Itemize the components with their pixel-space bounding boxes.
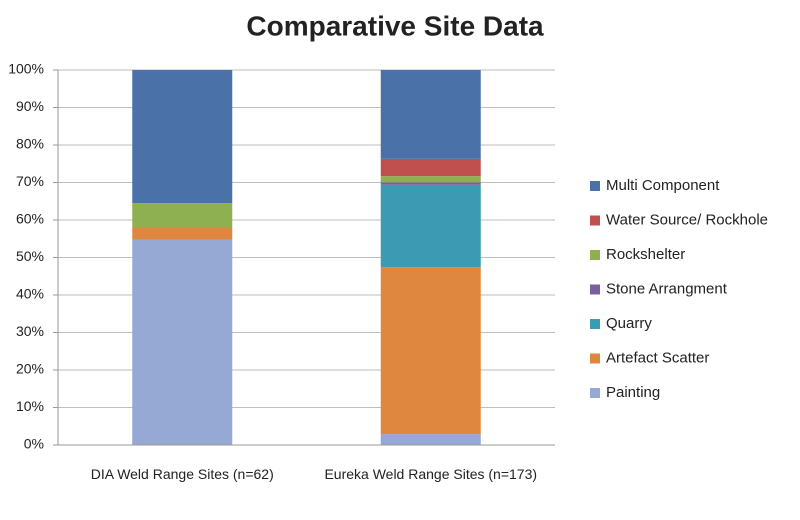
legend-label: Stone Arrangment — [606, 280, 728, 297]
y-tick-label: 40% — [16, 286, 44, 302]
bar-segment — [380, 182, 481, 185]
y-tick-label: 80% — [16, 136, 44, 152]
bar-segment — [380, 434, 481, 445]
legend-swatch — [590, 319, 600, 329]
legend-swatch — [590, 181, 600, 191]
x-tick-label: DIA Weld Range Sites (n=62) — [90, 466, 274, 482]
x-tick-label: Eureka Weld Range Sites (n=173) — [324, 466, 538, 482]
legend-swatch — [590, 388, 600, 398]
bar-segment — [380, 184, 481, 268]
y-tick-label: 90% — [16, 98, 44, 114]
legend-label: Water Source/ Rockhole — [606, 211, 768, 228]
legend-swatch — [590, 215, 600, 226]
y-tick-label: 100% — [8, 61, 44, 77]
legend-label: Multi Component — [606, 177, 720, 194]
legend-swatch — [590, 284, 600, 295]
bar-segment — [132, 227, 233, 240]
bar-segment — [380, 70, 481, 159]
y-tick-label: 50% — [16, 248, 44, 264]
y-tick-label: 0% — [24, 436, 44, 452]
legend-swatch — [590, 353, 600, 364]
legend-label: Artefact Scatter — [606, 349, 709, 366]
y-tick-label: 70% — [16, 173, 44, 189]
y-tick-label: 60% — [16, 211, 44, 227]
y-tick-label: 20% — [16, 361, 44, 377]
legend-swatch — [590, 250, 600, 260]
y-tick-label: 10% — [16, 398, 44, 414]
bar-segment — [132, 203, 233, 228]
bar-segment — [380, 176, 481, 183]
legend-label: Rockshelter — [606, 246, 685, 263]
y-tick-label: 30% — [16, 323, 44, 339]
legend-label: Painting — [606, 384, 660, 401]
bar-segment — [132, 70, 233, 204]
bar-segment — [380, 158, 481, 177]
legend-label: Quarry — [606, 315, 652, 332]
bar-segment — [380, 267, 481, 435]
chart-title: Comparative Site Data — [246, 10, 544, 41]
bar-segment — [132, 239, 233, 445]
